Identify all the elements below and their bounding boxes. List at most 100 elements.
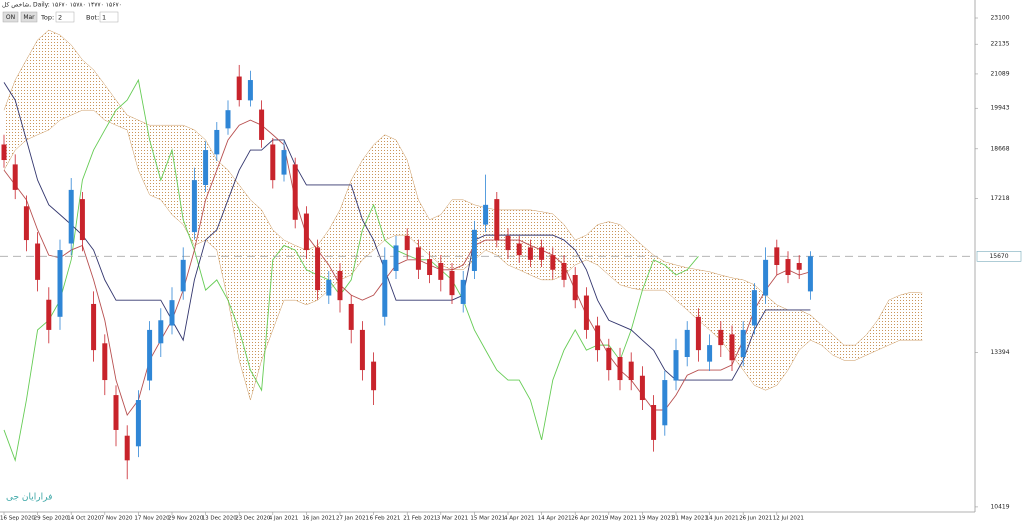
top-label: Top: — [40, 14, 54, 22]
candle-body — [247, 80, 253, 101]
candle-body — [68, 189, 74, 244]
x-tick-label: 14 Jun 2021 — [706, 516, 739, 522]
x-tick-label: 12 Jul 2021 — [773, 516, 804, 522]
candle-body — [158, 320, 164, 344]
x-tick-label: 29 Sep 2020 — [34, 516, 69, 522]
y-tick-label: 21089 — [990, 70, 1009, 77]
candle-body — [79, 199, 85, 241]
candle-body — [606, 347, 612, 371]
x-tick-label: 27 Jan 2021 — [336, 516, 369, 522]
cloud-span-b — [3, 109, 923, 401]
candle-body — [572, 275, 578, 301]
y-tick-label: 13394 — [990, 349, 1009, 356]
x-tick-label: 31 May 2021 — [672, 516, 708, 522]
cloud-span-a — [3, 29, 923, 346]
x-tick-label: 3 Mar 2021 — [437, 516, 468, 522]
candle-body — [46, 299, 52, 330]
candle-body — [471, 229, 477, 271]
y-tick-label: 17218 — [990, 195, 1009, 202]
candle-body — [214, 129, 220, 155]
candle-body — [651, 404, 657, 440]
x-tick-label: 19 May 2021 — [638, 516, 674, 522]
candle-body — [583, 295, 589, 330]
y-tick-label: 22135 — [990, 41, 1009, 48]
candle-body — [12, 164, 18, 190]
candle-body — [337, 270, 343, 301]
bot-label: Bot: — [86, 14, 99, 22]
candle-body — [539, 247, 545, 260]
x-tick-label: 17 Nov 2020 — [134, 516, 170, 522]
candle-body — [91, 303, 97, 351]
candle-body — [180, 259, 186, 292]
candle-body — [774, 247, 780, 265]
candle-body — [191, 180, 197, 233]
x-tick-label: 16 Jan 2021 — [302, 516, 335, 522]
candle-body — [785, 259, 791, 276]
cloud-fill — [4, 30, 923, 401]
x-tick-label: 14 Oct 2020 — [67, 516, 102, 522]
chikou-line — [3, 78, 699, 463]
x-tick-label: 4 Jan 2021 — [269, 516, 298, 522]
candle-body — [438, 263, 444, 280]
candle-body — [695, 316, 701, 351]
mar-button[interactable] — [20, 11, 38, 23]
on-button[interactable] — [2, 11, 19, 23]
mar-button-label[interactable]: Mar — [23, 14, 35, 21]
x-tick-label: 21 Feb 2021 — [403, 516, 437, 522]
candle-body — [561, 263, 567, 280]
candle-body — [102, 343, 108, 381]
x-tick-label: 13 Dec 2020 — [202, 516, 238, 522]
candle-body — [763, 259, 769, 296]
candle-body — [382, 259, 388, 317]
x-tick-label: 14 Apr 2021 — [538, 516, 572, 522]
x-tick-label: 29 Nov 2020 — [168, 516, 204, 522]
top-input[interactable] — [55, 11, 75, 23]
top-value[interactable]: 2 — [58, 14, 62, 22]
candle-body — [259, 109, 265, 140]
x-tick-label: 26 Jun 2021 — [739, 516, 772, 522]
candle-body — [415, 247, 421, 270]
candle-body — [550, 255, 556, 270]
x-tick-label: 15 Mar 2021 — [470, 516, 505, 522]
candle-body — [225, 110, 231, 129]
candle-body — [707, 345, 713, 362]
candle-body — [281, 150, 287, 175]
candle-body — [729, 334, 735, 361]
x-tick-label: 6 Feb 2021 — [370, 516, 401, 522]
candle-body — [303, 213, 309, 251]
header-title: شاخص کل, Daily: ۱۵۶۷۰ ۱۵۷۸۰ ۱۴۷۷۰ ۱۵۶۷۰ — [2, 2, 122, 9]
candle-body — [393, 245, 399, 271]
x-tick-label: 7 Nov 2020 — [101, 516, 133, 522]
candle-body — [57, 250, 63, 317]
candle-body — [371, 361, 377, 391]
candle-body — [639, 375, 645, 401]
candle-body — [796, 263, 802, 270]
candle-body — [270, 144, 276, 181]
bot-value[interactable]: 1 — [102, 14, 106, 22]
candle-body — [628, 361, 634, 381]
candle-body — [673, 350, 679, 381]
candle-body — [359, 329, 365, 371]
candle-body — [124, 435, 130, 461]
candle-body — [516, 243, 522, 256]
candle-body — [751, 290, 757, 326]
on-button-label[interactable]: ON — [6, 14, 15, 21]
candle-body — [35, 243, 41, 280]
candle-body — [1, 144, 7, 161]
x-tick-label: 16 Sep 2020 — [0, 516, 35, 522]
candle-body — [505, 235, 511, 251]
candle-body — [135, 400, 141, 447]
candle-body — [483, 204, 489, 225]
candle-body — [315, 247, 321, 291]
candle-body — [427, 259, 433, 276]
candle-body — [527, 247, 533, 260]
candle-body — [326, 279, 332, 296]
bot-input[interactable] — [99, 11, 119, 23]
x-tick-label: 9 May 2021 — [605, 516, 637, 522]
candle-body — [404, 235, 410, 251]
candle-body — [236, 76, 242, 101]
candle-body — [449, 270, 455, 296]
x-tick-label: 23 Dec 2020 — [235, 516, 271, 522]
